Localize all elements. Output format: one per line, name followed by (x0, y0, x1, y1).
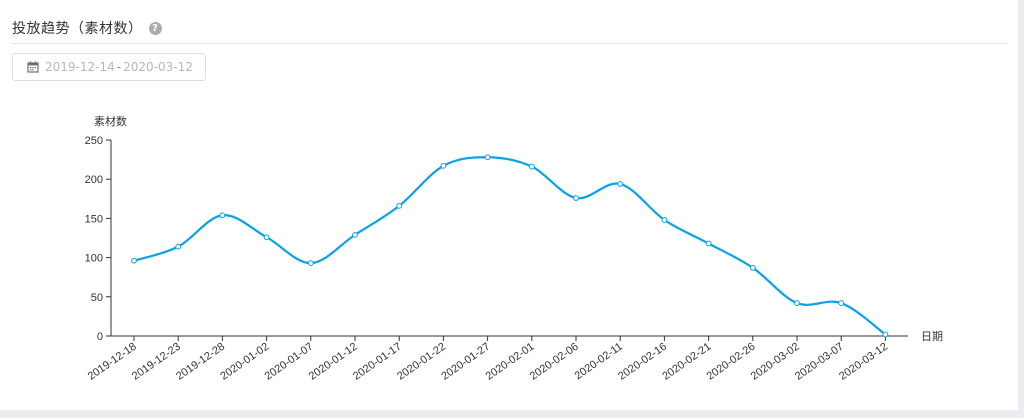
y-tick-label: 150 (85, 213, 103, 225)
x-tick-label: 2020-03-07 (793, 341, 846, 383)
data-point (440, 162, 447, 169)
chart-points (131, 154, 889, 338)
x-tick-label: 2020-03-02 (749, 341, 802, 383)
x-tick-label: 2020-01-27 (439, 341, 492, 383)
x-tick-label: 2020-01-07 (263, 341, 316, 383)
date-end: 2020-03-12 (123, 60, 193, 74)
chart-axes (110, 140, 908, 337)
header-divider (12, 43, 1006, 44)
question-circle-icon[interactable]: ? (148, 21, 162, 35)
x-tick-label: 2020-02-01 (484, 341, 537, 383)
date-separator: - (116, 60, 122, 74)
data-point (352, 231, 358, 238)
x-tick-label: 2019-12-18 (86, 341, 139, 383)
data-point (396, 202, 403, 209)
trend-line-chart: 0 50 100 150 200 250 2019-12-182019-12-232019-… (85, 114, 943, 383)
x-tick-label: 2020-03-12 (837, 341, 890, 383)
data-point (528, 163, 535, 170)
chart-ticks: 0 50 100 150 200 250 2019-12-182019-12-232019-… (85, 135, 890, 383)
y-tick-label: 250 (85, 135, 103, 147)
data-point (705, 240, 712, 247)
x-tick-label: 2020-02-06 (528, 341, 581, 383)
data-point (882, 331, 889, 338)
x-tick-label: 2020-02-21 (660, 341, 713, 383)
x-tick-label: 2020-01-17 (351, 341, 404, 383)
x-tick-label: 2019-12-23 (130, 341, 183, 383)
x-tick-label: 2020-01-02 (218, 341, 271, 383)
data-point (617, 181, 624, 187)
series-line (133, 156, 887, 336)
data-point (838, 300, 845, 306)
card-header: 投放趋势（素材数） ? (12, 16, 162, 40)
x-tick-label: 2020-02-11 (573, 341, 625, 383)
y-tick-label: 0 (97, 331, 103, 343)
trend-card: 投放趋势（素材数） ? 2019-12-14 - 2020-03-12 0 50 1… (0, 0, 1018, 410)
data-point (307, 260, 314, 266)
date-start: 2019-12-14 (45, 60, 115, 74)
data-point (484, 154, 491, 161)
data-point (749, 264, 756, 271)
x-tick-label: 2020-02-26 (705, 341, 758, 383)
y-axis-label: 素材数 (94, 114, 127, 128)
x-tick-label: 2020-01-12 (307, 341, 360, 383)
data-point (573, 195, 579, 201)
calendar-icon (27, 61, 39, 73)
data-point (175, 243, 182, 250)
data-point (661, 217, 668, 223)
x-tick-label: 2020-01-22 (395, 341, 448, 383)
data-point (794, 300, 800, 306)
data-point (219, 212, 226, 219)
data-point (131, 257, 137, 264)
x-axis-label: 日期 (921, 330, 943, 343)
y-tick-label: 200 (85, 174, 103, 186)
y-tick-label: 100 (85, 253, 103, 265)
data-point (263, 234, 270, 241)
x-tick-label: 2020-02-16 (616, 341, 669, 383)
date-range-picker[interactable]: 2019-12-14 - 2020-03-12 (12, 53, 206, 81)
chart-series (133, 156, 887, 336)
card-title: 投放趋势（素材数） (12, 21, 143, 37)
x-tick-label: 2019-12-28 (174, 341, 227, 383)
y-tick-label: 50 (91, 292, 103, 304)
